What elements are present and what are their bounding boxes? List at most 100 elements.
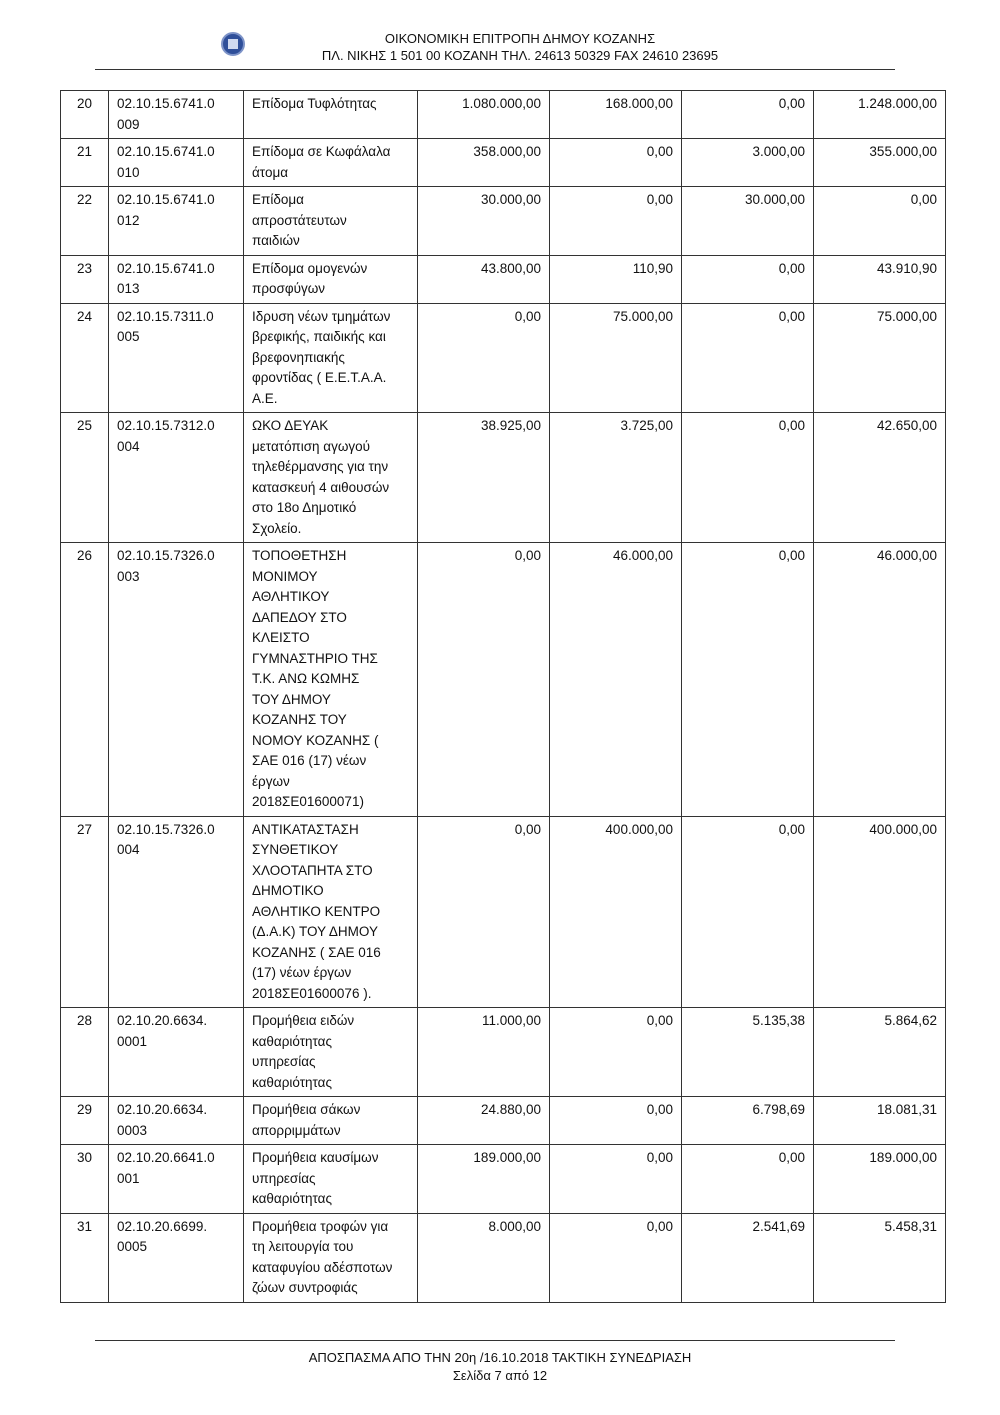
amount-initial: 0,00 [417,815,550,1008]
row-number: 20 [60,90,109,139]
row-number: 25 [60,412,109,543]
amount-decrease: 6.798,69 [681,1096,814,1145]
footer: ΑΠΟΣΠΑΣΜΑ ΑΠΟ ΤΗΝ 20η /16.10.2018 ΤΑΚΤΙΚ… [0,1349,1000,1385]
row-number: 26 [60,542,109,817]
amount-decrease: 0,00 [681,1144,814,1214]
amount-increase: 46.000,00 [549,542,682,817]
amount-increase: 168.000,00 [549,90,682,139]
amount-decrease: 0,00 [681,542,814,817]
amount-increase: 0,00 [549,1007,682,1097]
amount-final: 0,00 [813,186,946,256]
budget-table: 20 02.10.15.6741.0 009 Επίδομα Τυφλότητας 1… [60,90,946,1303]
description: Επίδομα Τυφλότητας [243,90,418,139]
amount-decrease: 3.000,00 [681,138,814,187]
account-code: 02.10.15.7311.0 005 [108,302,244,413]
letterhead-address: ΠΛ. ΝΙΚΗΣ 1 501 00 ΚΟΖΑΝΗ ΤΗΛ. 24613 503… [321,48,719,63]
amount-final: 400.000,00 [813,815,946,1008]
amount-increase: 400.000,00 [549,815,682,1008]
table-row: 30 02.10.20.6641.0 001 Προμήθεια καυσίμων … [60,1144,946,1214]
amount-final: 5.458,31 [813,1212,946,1303]
amount-decrease: 0,00 [681,412,814,543]
amount-decrease: 0,00 [681,815,814,1008]
amount-final: 42.650,00 [813,412,946,543]
description: Ιδρυση νέων τμημάτων βρεφικής, παιδικής … [243,302,418,413]
description: Επίδομα ομογενών προσφύγων [243,254,418,304]
amount-decrease: 0,00 [681,254,814,304]
amount-initial: 43.800,00 [417,254,550,304]
account-code: 02.10.15.6741.0 009 [108,90,244,139]
page-number: Σελίδα 7 από 12 [452,1368,548,1383]
amount-increase: 0,00 [549,186,682,256]
account-code: 02.10.15.7312.0 004 [108,412,244,543]
amount-initial: 24.880,00 [417,1096,550,1145]
amount-decrease: 30.000,00 [681,186,814,256]
letterhead-title: ΟΙΚΟΝΟΜΙΚΗ ΕΠΙΤΡΟΠΗ ΔΗΜΟΥ ΚΟΖΑΝΗΣ [384,31,656,46]
row-number: 27 [60,815,109,1008]
description: Επίδομα απροστάτευτων παιδιών [243,186,418,256]
row-number: 30 [60,1144,109,1214]
amount-initial: 0,00 [417,302,550,413]
amount-final: 18.081,31 [813,1096,946,1145]
table-row: 23 02.10.15.6741.0 013 Επίδομα ομογενών πρ… [60,254,946,304]
amount-increase: 75.000,00 [549,302,682,413]
coat-of-arms-logo [221,32,245,56]
description: Προμήθεια καυσίμων υπηρεσίας καθαριότητα… [243,1144,418,1214]
amount-decrease: 0,00 [681,90,814,139]
amount-increase: 0,00 [549,1144,682,1214]
table-row: 20 02.10.15.6741.0 009 Επίδομα Τυφλότητας 1… [60,90,946,139]
table-row: 25 02.10.15.7312.0 004 ΩΚΟ ΔΕΥΑΚ μετατόπισ… [60,412,946,543]
amount-decrease: 5.135,38 [681,1007,814,1097]
amount-initial: 8.000,00 [417,1212,550,1303]
amount-initial: 1.080.000,00 [417,90,550,139]
footer-divider [95,1340,895,1341]
amount-increase: 3.725,00 [549,412,682,543]
account-code: 02.10.20.6634. 0001 [108,1007,244,1097]
description: Επίδομα σε Κωφάλαλα άτομα [243,138,418,187]
account-code: 02.10.15.7326.0 003 [108,542,244,817]
amount-initial: 358.000,00 [417,138,550,187]
description: Προμήθεια ειδών καθαριότητας υπηρεσίας κ… [243,1007,418,1097]
amount-initial: 189.000,00 [417,1144,550,1214]
footer-session: ΑΠΟΣΠΑΣΜΑ ΑΠΟ ΤΗΝ 20η /16.10.2018 ΤΑΚΤΙΚ… [308,1350,692,1365]
row-number: 31 [60,1212,109,1303]
description: ΩΚΟ ΔΕΥΑΚ μετατόπιση αγωγού τηλεθέρμανση… [243,412,418,543]
amount-decrease: 2.541,69 [681,1212,814,1303]
row-number: 29 [60,1096,109,1145]
amount-initial: 0,00 [417,542,550,817]
table-row: 27 02.10.15.7326.0 004 ΑΝΤΙΚΑΤΑΣΤΑΣΗ ΣΥΝΘΕ… [60,815,946,1008]
amount-initial: 38.925,00 [417,412,550,543]
amount-initial: 30.000,00 [417,186,550,256]
letterhead: ΟΙΚΟΝΟΜΙΚΗ ΕΠΙΤΡΟΠΗ ΔΗΜΟΥ ΚΟΖΑΝΗΣ ΠΛ. ΝΙ… [0,30,1000,64]
amount-increase: 0,00 [549,1096,682,1145]
account-code: 02.10.15.6741.0 010 [108,138,244,187]
description: ΤΟΠΟΘΕΤΗΣΗ ΜΟΝΙΜΟΥ ΑΘΛΗΤΙΚΟΥ ΔΑΠΕΔΟΥ ΣΤΟ… [243,542,418,817]
header-divider [95,69,895,70]
row-number: 21 [60,138,109,187]
account-code: 02.10.15.7326.0 004 [108,815,244,1008]
amount-decrease: 0,00 [681,302,814,413]
account-code: 02.10.15.6741.0 013 [108,254,244,304]
table-row: 24 02.10.15.7311.0 005 Ιδρυση νέων τμημάτω… [60,302,946,413]
amount-final: 355.000,00 [813,138,946,187]
row-number: 28 [60,1007,109,1097]
amount-increase: 0,00 [549,138,682,187]
description: Προμήθεια σάκων απορριμμάτων [243,1096,418,1145]
table-row: 22 02.10.15.6741.0 012 Επίδομα απροστάτευτ… [60,186,946,256]
account-code: 02.10.15.6741.0 012 [108,186,244,256]
budget-table-body: 20 02.10.15.6741.0 009 Επίδομα Τυφλότητας 1… [60,90,946,1303]
amount-final: 43.910,90 [813,254,946,304]
account-code: 02.10.20.6641.0 001 [108,1144,244,1214]
amount-final: 189.000,00 [813,1144,946,1214]
amount-initial: 11.000,00 [417,1007,550,1097]
amount-increase: 110,90 [549,254,682,304]
description: ΑΝΤΙΚΑΤΑΣΤΑΣΗ ΣΥΝΘΕΤΙΚΟΥ ΧΛΟΟΤΑΠΗΤΑ ΣΤΟ … [243,815,418,1008]
row-number: 22 [60,186,109,256]
table-row: 29 02.10.20.6634. 0003 Προμήθεια σάκων απο… [60,1096,946,1145]
account-code: 02.10.20.6699. 0005 [108,1212,244,1303]
amount-final: 46.000,00 [813,542,946,817]
amount-final: 5.864,62 [813,1007,946,1097]
table-row: 28 02.10.20.6634. 0001 Προμήθεια ειδών καθ… [60,1007,946,1097]
amount-final: 1.248.000,00 [813,90,946,139]
row-number: 24 [60,302,109,413]
